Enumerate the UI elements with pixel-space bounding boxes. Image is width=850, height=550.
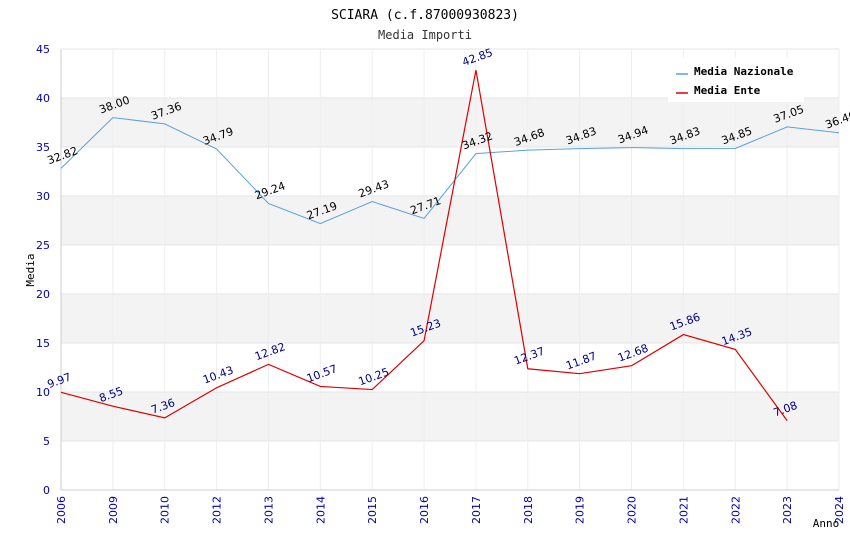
legend-label-ente: Media Ente bbox=[694, 84, 761, 97]
plot-bands bbox=[61, 98, 839, 441]
x-tick-label: 2006 bbox=[55, 496, 68, 524]
y-tick-label: 35 bbox=[36, 141, 50, 154]
legend: Media Nazionale Media Ente bbox=[668, 58, 804, 102]
x-tick-label: 2023 bbox=[781, 496, 794, 524]
data-label: 10.57 bbox=[305, 362, 339, 385]
grid-lines bbox=[60, 48, 840, 491]
data-label: 12.68 bbox=[616, 342, 650, 365]
legend-label-nazionale: Media Nazionale bbox=[694, 65, 794, 78]
y-tick-label: 0 bbox=[43, 484, 50, 497]
x-tick-label: 2015 bbox=[366, 496, 379, 524]
x-tick-label: 2018 bbox=[522, 496, 535, 524]
x-axis-label: Anno bbox=[813, 517, 840, 530]
band bbox=[61, 98, 839, 147]
y-tick-label: 15 bbox=[36, 337, 50, 350]
y-tick-label: 10 bbox=[36, 386, 50, 399]
y-tick-label: 30 bbox=[36, 190, 50, 203]
y-tick-label: 25 bbox=[36, 239, 50, 252]
x-tick-label: 2024 bbox=[833, 496, 846, 524]
x-tick-labels: 2006 2009 2010 2012 2013 2014 2015 2016 2017 2018… bbox=[55, 496, 846, 524]
data-label: 11.87 bbox=[564, 350, 598, 373]
series-line-1 bbox=[60, 69, 788, 421]
y-axis-label: Media bbox=[24, 253, 37, 286]
x-tick-label: 2013 bbox=[262, 496, 275, 524]
x-tick-label: 2019 bbox=[574, 496, 587, 524]
series-line-0 bbox=[60, 117, 840, 225]
y-tick-label: 45 bbox=[36, 43, 50, 56]
chart-subtitle: Media Importi bbox=[378, 28, 472, 42]
data-label: 10.25 bbox=[357, 365, 391, 388]
data-label: 32.82 bbox=[46, 144, 80, 167]
data-label: 12.37 bbox=[512, 345, 546, 368]
band bbox=[61, 294, 839, 343]
y-tick-label: 20 bbox=[36, 288, 50, 301]
legend-box bbox=[668, 58, 804, 102]
x-tick-label: 2022 bbox=[729, 496, 742, 524]
data-label: 12.82 bbox=[253, 340, 287, 363]
band bbox=[61, 392, 839, 441]
series-lines bbox=[60, 69, 840, 421]
x-tick-label: 2016 bbox=[418, 496, 431, 524]
x-tick-label: 2012 bbox=[211, 496, 224, 524]
chart-title: SCIARA (c.f.87000930823) bbox=[331, 8, 519, 23]
x-tick-label: 2010 bbox=[159, 496, 172, 524]
x-tick-label: 2014 bbox=[314, 496, 327, 524]
x-tick-label: 2017 bbox=[470, 496, 483, 524]
data-label: 9.97 bbox=[46, 371, 73, 392]
y-tick-label: 40 bbox=[36, 92, 50, 105]
x-tick-label: 2009 bbox=[107, 496, 120, 524]
y-tick-labels: 0 5 10 15 20 25 30 35 40 45 bbox=[36, 43, 50, 497]
x-tick-label: 2020 bbox=[626, 496, 639, 524]
x-tick-label: 2021 bbox=[677, 496, 690, 524]
data-label: 10.43 bbox=[201, 364, 235, 387]
y-tick-label: 5 bbox=[43, 435, 50, 448]
axes bbox=[60, 49, 839, 491]
